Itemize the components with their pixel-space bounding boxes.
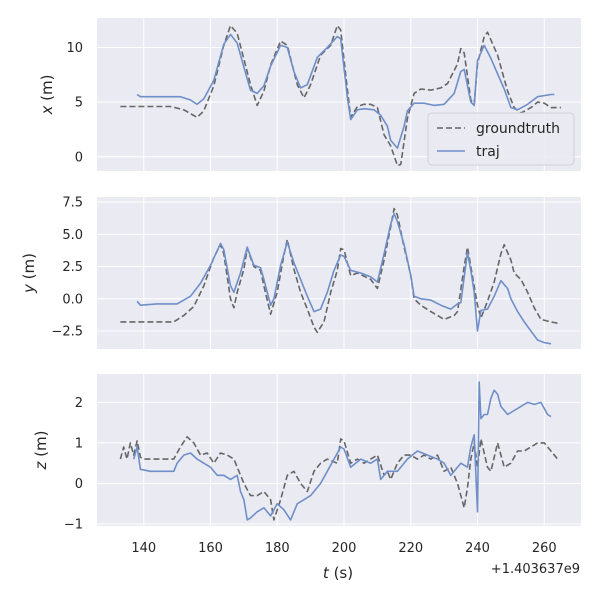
subplot-2: −2.5 0.0 2.5 5.0 7.5 y (m) xyxy=(20,196,581,349)
y-tick-label: 10 xyxy=(66,41,83,56)
y-axis-label-unit: (m) xyxy=(38,75,56,106)
x-axis-label-unit: (s) xyxy=(329,564,353,582)
x-tick-label: 240 xyxy=(465,541,490,556)
x-tick-label: 140 xyxy=(131,541,156,556)
x-axis-label: t (s) xyxy=(323,564,353,582)
x-tick-label: 260 xyxy=(532,541,557,556)
y-axis-label: x (m) xyxy=(38,75,56,116)
series-line-traj xyxy=(132,381,552,521)
series-line-groundtruth xyxy=(120,24,561,167)
y-tick-label: 5 xyxy=(75,96,83,111)
x-tick-label: 200 xyxy=(332,541,357,556)
y-axis-label-unit: (m) xyxy=(20,253,38,284)
plot-area-background xyxy=(97,197,581,349)
y-tick-label: 0 xyxy=(75,150,83,165)
x-tick-label: 180 xyxy=(265,541,290,556)
y-axis-label-unit: (m) xyxy=(32,431,50,462)
y-tick-label: 1 xyxy=(75,436,83,451)
y-tick-label: 0 xyxy=(75,477,83,492)
legend-label: traj xyxy=(476,144,500,160)
x-axis-offset-label: +1.403637e9 xyxy=(491,562,580,577)
subplot-3: −1 0 1 2 z (m) xyxy=(32,374,581,532)
y-tick-label: 7.5 xyxy=(62,196,83,211)
series-line-traj xyxy=(136,212,552,345)
series-line-traj xyxy=(136,33,555,149)
y-axis-label-var: x xyxy=(38,105,56,115)
y-tick-label: 2.5 xyxy=(62,260,83,275)
y-tick-label: 0.0 xyxy=(62,292,83,307)
y-axis-label-var: z xyxy=(32,460,50,470)
y-axis-label: z (m) xyxy=(32,431,50,471)
y-tick-label: 2 xyxy=(75,396,83,411)
y-axis-label: y (m) xyxy=(20,253,38,294)
x-tick-label: 160 xyxy=(198,541,223,556)
legend-box xyxy=(427,112,575,166)
series-line-groundtruth xyxy=(120,207,558,334)
y-axis-label-var: y xyxy=(20,283,38,294)
legend: groundtruth traj xyxy=(427,112,575,166)
y-tick-label: −1 xyxy=(64,517,83,532)
y-tick-label: 5.0 xyxy=(62,228,83,243)
y-tick-label: −2.5 xyxy=(51,324,83,339)
series-line-groundtruth xyxy=(119,436,559,521)
legend-label: groundtruth xyxy=(476,121,560,137)
x-tick-label: 220 xyxy=(398,541,423,556)
x-axis-label-var: t xyxy=(323,564,330,582)
